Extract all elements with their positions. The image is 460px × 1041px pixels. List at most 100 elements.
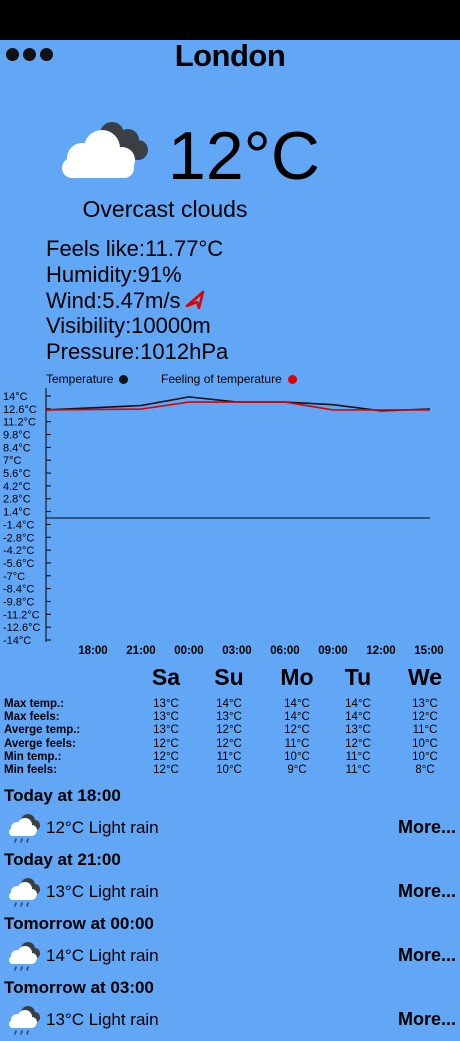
- day-label: Sa: [152, 664, 180, 691]
- visibility: Visibility:10000m: [46, 313, 228, 339]
- stat-value: 14°C: [284, 698, 310, 711]
- hourly-title: Today at 18:00: [4, 786, 121, 806]
- stat-value: 12°C: [412, 711, 438, 724]
- stat-value: 12°C: [153, 764, 179, 777]
- hourly-item: 13°C Light rain More...: [4, 876, 460, 908]
- hourly-title: Tomorrow at 00:00: [4, 914, 154, 934]
- feels-like: Feels like:11.77°C: [46, 236, 228, 262]
- stat-row-label: Averge feels:: [4, 738, 80, 751]
- forecast-days-header: Sa Su Mo Tu We: [0, 664, 460, 694]
- y-tick-label: 2.8°C: [3, 494, 31, 506]
- y-tick-label: -2.8°C: [3, 532, 34, 544]
- temperature-chart: 14°C12.6°C11.2°C9.8°C8.4°C7°C5.6°C4.2°C2…: [0, 384, 460, 660]
- hourly-summary: 14°C Light rain: [46, 946, 159, 966]
- weather-description: Overcast clouds: [0, 196, 330, 223]
- stat-row-label: Min feels:: [4, 764, 80, 777]
- y-tick-label: -11.2°C: [3, 609, 40, 621]
- day-label: We: [408, 664, 442, 691]
- y-tick-label: 7°C: [3, 455, 22, 467]
- x-tick-label: 18:00: [78, 645, 107, 657]
- stat-value: 11°C: [345, 764, 371, 777]
- stat-value: 12°C: [345, 738, 371, 751]
- y-tick-label: -4.2°C: [3, 545, 34, 557]
- stat-value: 12°C: [153, 751, 179, 764]
- city-title: London: [0, 38, 460, 74]
- stat-value: 11°C: [216, 751, 242, 764]
- stat-value: 13°C: [153, 711, 179, 724]
- wind: Wind:5.47m/s: [46, 288, 181, 313]
- x-tick-label: 06:00: [270, 645, 299, 657]
- y-tick-label: -8.4°C: [3, 584, 34, 596]
- overcast-clouds-icon: [56, 118, 152, 182]
- y-tick-label: 8.4°C: [3, 442, 31, 454]
- y-tick-label: -5.6°C: [3, 558, 34, 570]
- stat-value: 10°C: [216, 764, 242, 777]
- series-line-feeling: [46, 402, 430, 410]
- day-label: Tu: [345, 664, 371, 691]
- more-button[interactable]: More...: [398, 1009, 456, 1030]
- more-button[interactable]: More...: [398, 881, 456, 902]
- y-tick-label: 14°C: [3, 391, 28, 403]
- y-tick-label: 9.8°C: [3, 430, 31, 442]
- day-label: Su: [214, 664, 243, 691]
- y-tick-label: -1.4°C: [3, 519, 34, 531]
- stat-value: 12°C: [153, 738, 179, 751]
- stat-value: 8°C: [412, 764, 438, 777]
- hourly-summary: 13°C Light rain: [46, 882, 159, 902]
- y-tick-label: -7°C: [3, 571, 25, 583]
- x-tick-label: 09:00: [318, 645, 347, 657]
- stat-row-label: Max temp.:: [4, 698, 80, 711]
- more-button[interactable]: More...: [398, 817, 456, 838]
- y-tick-label: -12.6°C: [3, 622, 40, 634]
- hourly-summary: 13°C Light rain: [46, 1010, 159, 1030]
- hourly-title: Today at 21:00: [4, 850, 121, 870]
- current-details: Feels like:11.77°C Humidity:91% Wind:5.4…: [46, 236, 228, 365]
- stat-value: 10°C: [412, 738, 438, 751]
- y-tick-label: 12.6°C: [3, 404, 37, 416]
- legend-dot-icon: [288, 375, 297, 384]
- stat-value: 13°C: [412, 698, 438, 711]
- stat-row-label: Averge temp.:: [4, 724, 80, 737]
- y-tick-label: 5.6°C: [3, 468, 31, 480]
- stat-value: 14°C: [216, 698, 242, 711]
- stat-value: 11°C: [284, 738, 310, 751]
- stat-value: 13°C: [216, 711, 242, 724]
- stat-value: 11°C: [345, 751, 371, 764]
- day-label: Mo: [280, 664, 313, 691]
- x-tick-label: 12:00: [366, 645, 395, 657]
- status-bar: [0, 0, 460, 40]
- stat-value: 12°C: [216, 738, 242, 751]
- stat-value: 13°C: [153, 698, 179, 711]
- more-button[interactable]: More...: [398, 945, 456, 966]
- humidity: Humidity:91%: [46, 262, 228, 288]
- stat-value: 14°C: [345, 698, 371, 711]
- y-tick-label: 11.2°C: [3, 417, 36, 429]
- hourly-item: 14°C Light rain More...: [4, 940, 460, 972]
- light-rain-icon: [6, 940, 42, 972]
- stat-value: 10°C: [284, 751, 310, 764]
- x-tick-label: 00:00: [174, 645, 203, 657]
- stat-value: 12°C: [284, 724, 310, 737]
- stat-value: 13°C: [345, 724, 371, 737]
- forecast-row-labels: Max temp.:Max feels:Averge temp.:Averge …: [4, 698, 80, 777]
- stat-value: 14°C: [284, 711, 310, 724]
- stat-value: 12°C: [216, 724, 242, 737]
- hourly-title: Tomorrow at 03:00: [4, 978, 154, 998]
- light-rain-icon: [6, 876, 42, 908]
- wind-row: Wind:5.47m/s: [46, 288, 228, 314]
- y-tick-label: 1.4°C: [3, 507, 31, 519]
- y-tick-label: -9.8°C: [3, 596, 34, 608]
- light-rain-icon: [6, 812, 42, 844]
- pressure: Pressure:1012hPa: [46, 339, 228, 365]
- legend-dot-icon: [119, 375, 128, 384]
- light-rain-icon: [6, 1004, 42, 1036]
- stat-value: 10°C: [412, 751, 438, 764]
- stat-value: 9°C: [284, 764, 310, 777]
- wind-direction-arrow-icon: [185, 290, 207, 310]
